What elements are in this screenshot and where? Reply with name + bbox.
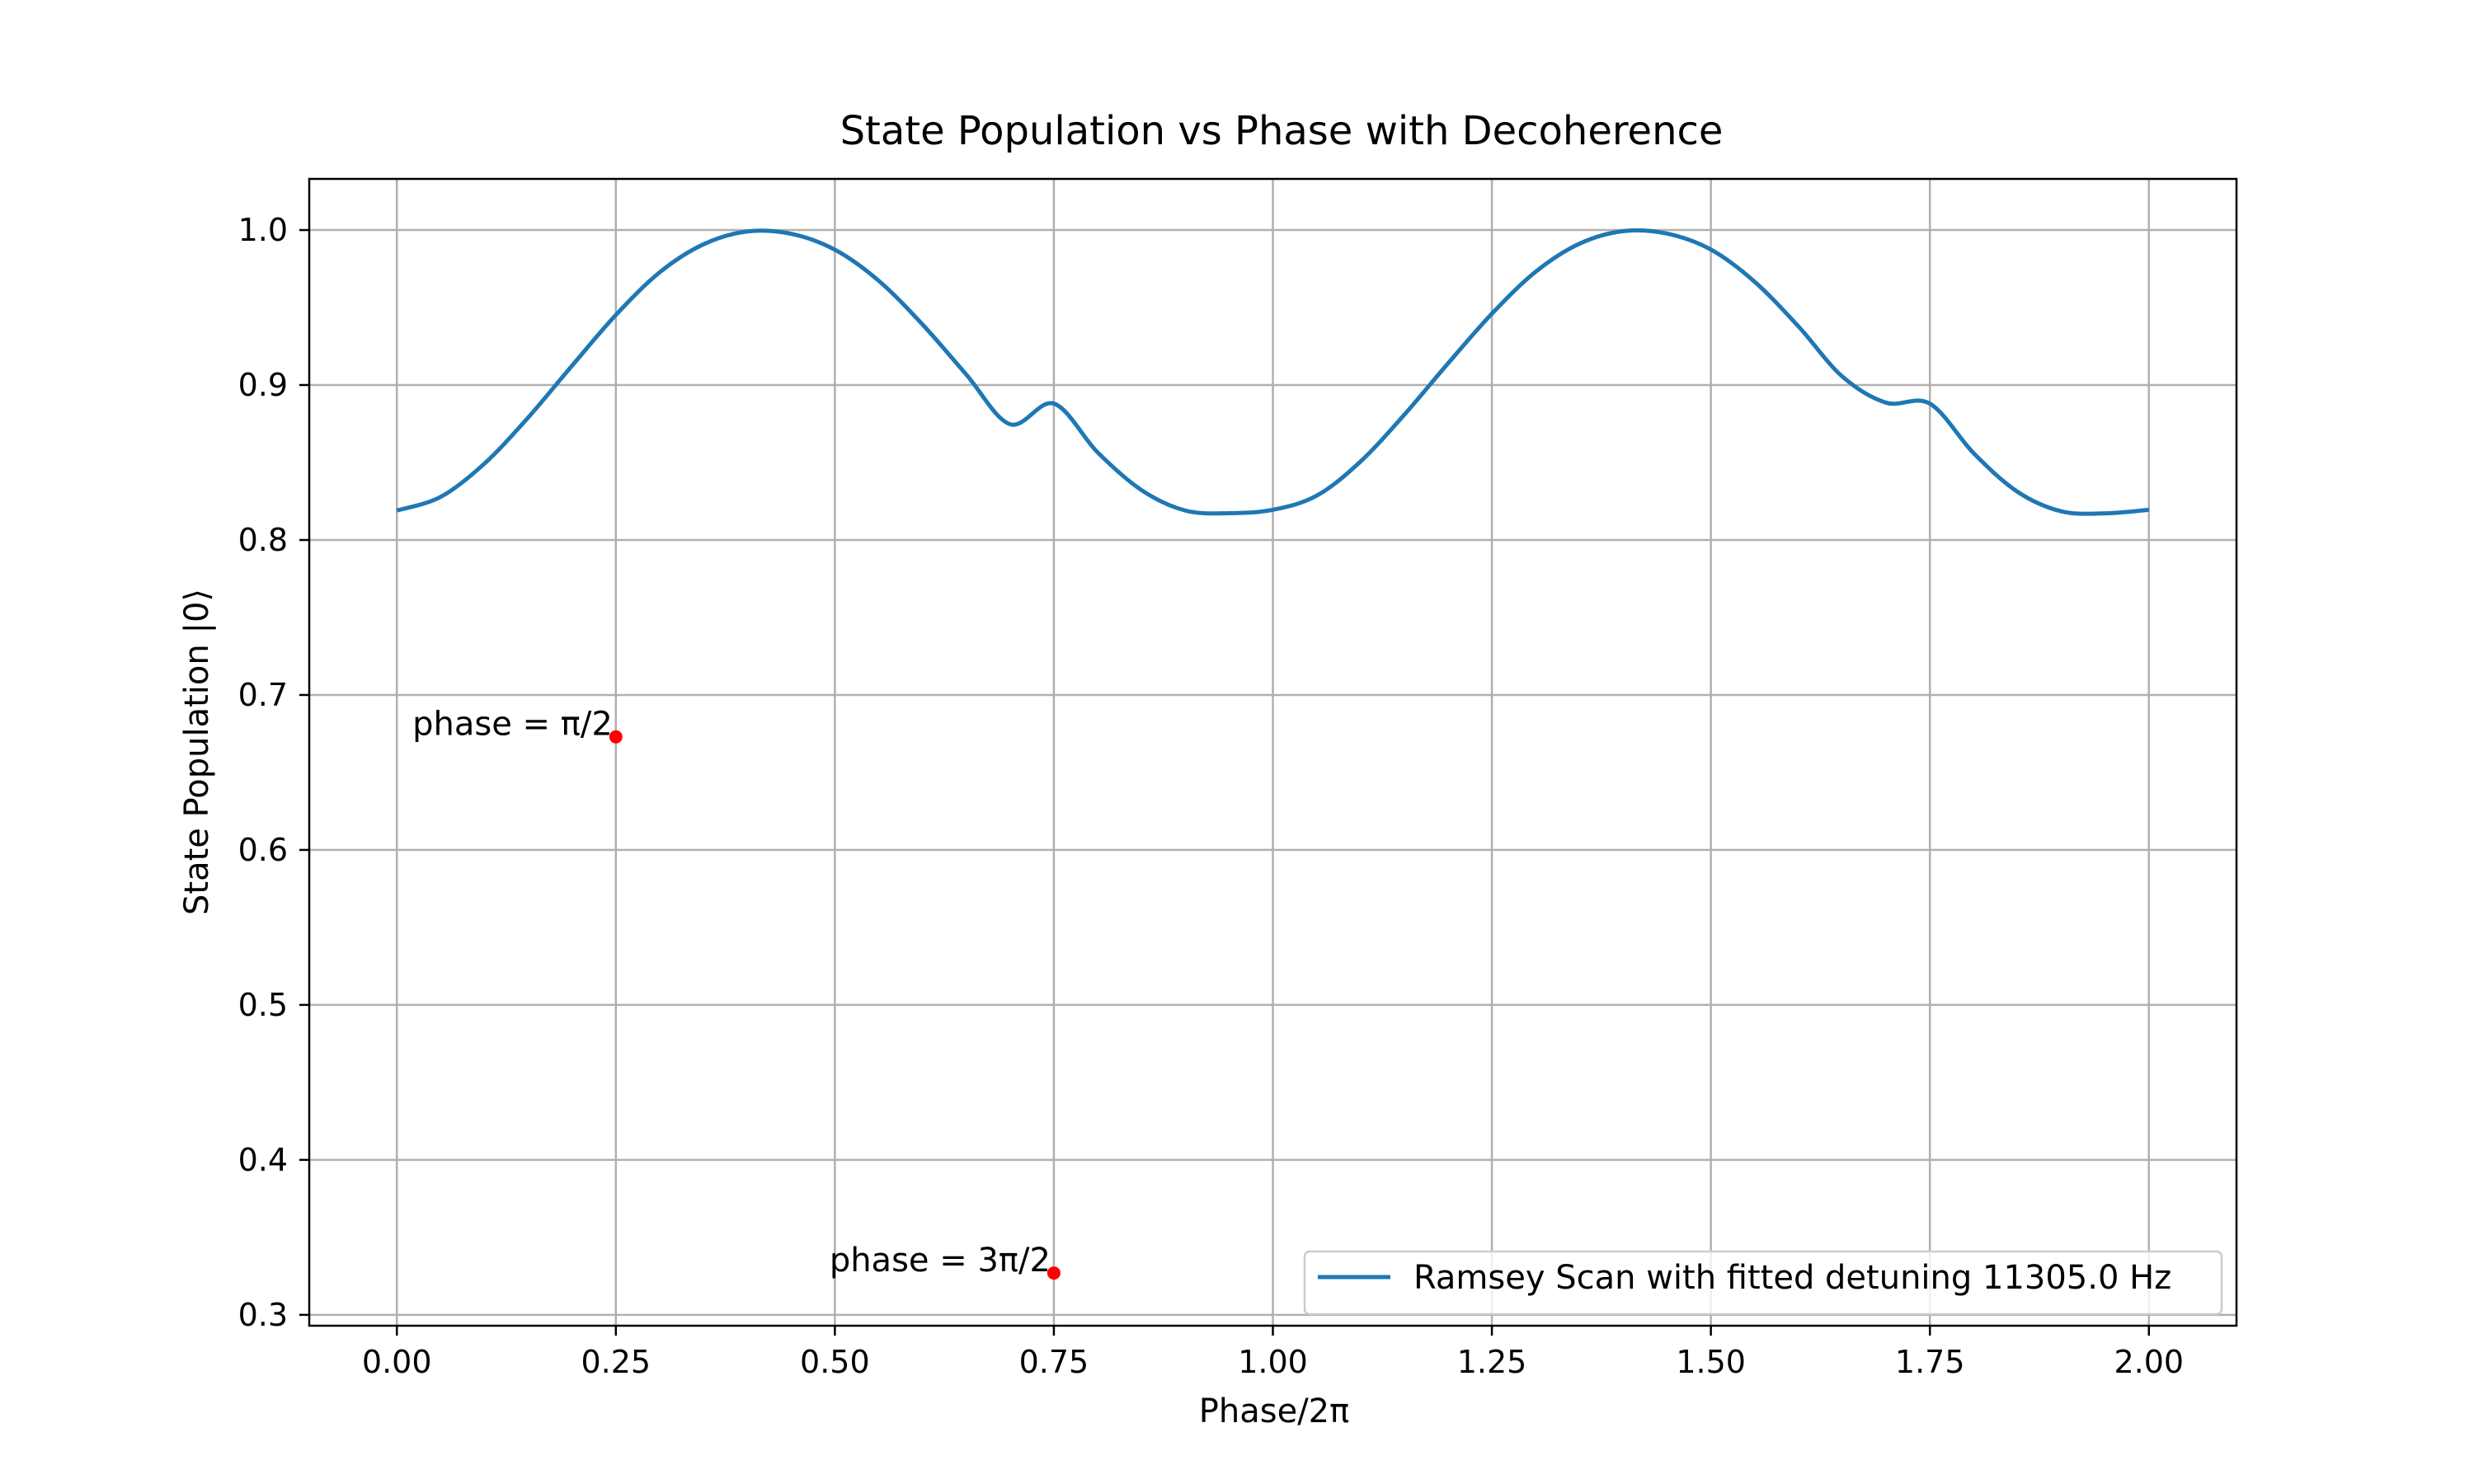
point-annotation-1: phase = 3π/2: [830, 1242, 1051, 1280]
highlight-point-1: [1047, 1266, 1061, 1280]
highlight-points: phase = π/2 phase = 3π/2: [412, 706, 1061, 1280]
legend-entry-label: Ramsey Scan with fitted detuning 11305.0…: [1413, 1259, 2171, 1297]
y-tick-label: 0.4: [238, 1142, 288, 1178]
y-tick-label: 0.9: [238, 367, 288, 403]
highlight-point-0: [609, 730, 623, 744]
y-axis-ticks: 0.3 0.4 0.5 0.6 0.7 0.8 0.9 1.0: [238, 212, 309, 1333]
legend: Ramsey Scan with fitted detuning 11305.0…: [1303, 1250, 2223, 1316]
x-tick-label: 1.75: [1895, 1344, 1965, 1380]
x-tick-label: 1.25: [1457, 1344, 1527, 1380]
y-tick-label: 0.7: [238, 677, 288, 713]
point-annotation-0: phase = π/2: [412, 706, 613, 744]
series-layer: [396, 228, 2149, 516]
x-tick-label: 1.00: [1238, 1344, 1308, 1380]
x-tick-label: 0.50: [800, 1344, 870, 1380]
x-axis-ticks: 0.00 0.25 0.50 0.75 1.00 1.25 1.50 1.75 2.00: [362, 1326, 2184, 1380]
y-tick-label: 0.6: [238, 832, 288, 868]
x-tick-label: 0.25: [581, 1344, 651, 1380]
y-tick-label: 0.3: [238, 1297, 288, 1333]
y-tick-label: 1.0: [238, 212, 288, 248]
y-axis-label: State Population |0⟩: [178, 589, 216, 915]
x-tick-label: 0.75: [1019, 1344, 1089, 1380]
chart-title: State Population vs Phase with Decoheren…: [840, 108, 1724, 154]
y-tick-label: 0.5: [238, 987, 288, 1023]
legend-box: [1303, 1250, 2223, 1316]
series-line-0: [396, 228, 2149, 516]
x-axis-label: Phase/2π: [1199, 1392, 1349, 1430]
x-tick-label: 0.00: [362, 1344, 432, 1380]
x-tick-label: 2.00: [2114, 1344, 2184, 1380]
y-tick-label: 0.8: [238, 522, 288, 558]
x-tick-label: 1.50: [1676, 1344, 1746, 1380]
